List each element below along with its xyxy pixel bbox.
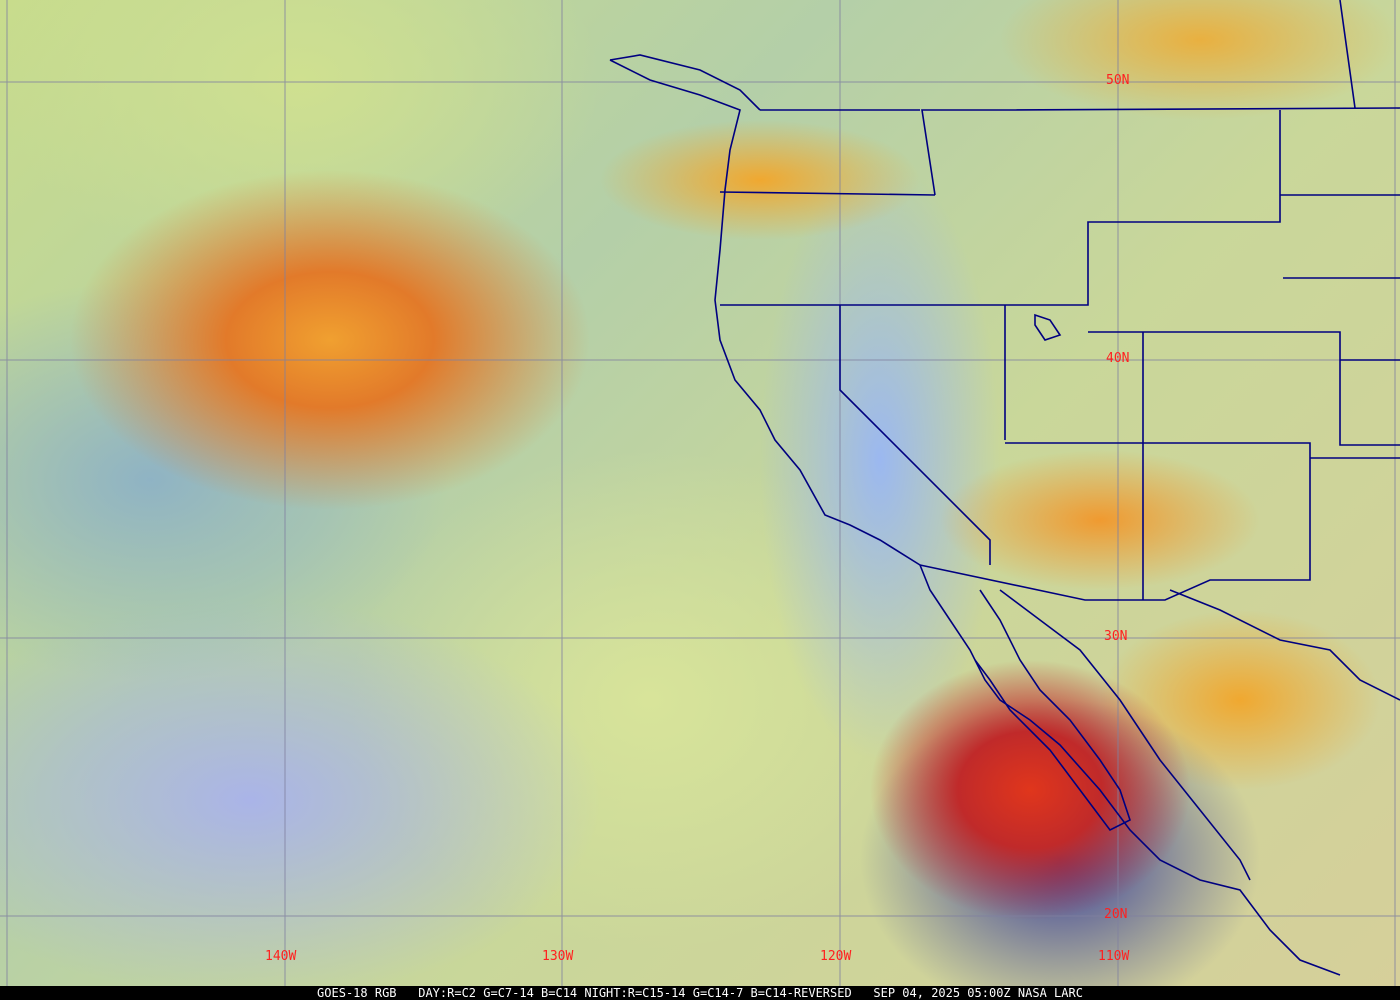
caption-product: GOES-18 RGB [317,986,397,1000]
longitude-label-110w: 110W [1098,949,1130,964]
longitude-label-140w: 140W [265,949,297,964]
coastline [609,59,1341,976]
mexico-coast-east [1169,589,1400,701]
latitude-label-40n: 40N [1106,351,1130,366]
caption-recipe: DAY:R=C2 G=C7-14 B=C14 NIGHT:R=C15-14 G=… [418,986,852,1000]
longitude-label-120w: 120W [820,949,852,964]
boundaries [609,0,1400,976]
caption-credit: NASA LARC [1017,986,1083,1000]
state-borders [719,0,1400,601]
latitude-label-50n: 50N [1106,73,1130,88]
latitude-label-30n: 30N [1104,629,1128,644]
vancouver-island [609,54,761,111]
mainland-mexico-coast [999,589,1251,881]
salt-lake [1034,313,1062,341]
longitude-label-130w: 130W [542,949,574,964]
latitude-label-20n: 20N [1104,907,1128,922]
baja-coast [974,589,1131,832]
caption-timestamp: SEP 04, 2025 05:00Z [873,986,1011,1000]
image-caption: GOES-18 RGB DAY:R=C2 G=C7-14 B=C14 NIGHT… [0,986,1400,1000]
